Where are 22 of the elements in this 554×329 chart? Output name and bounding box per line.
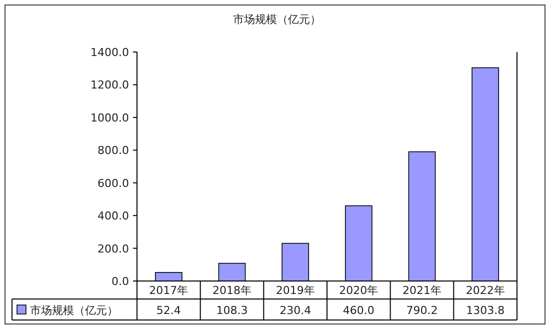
data-label: 108.3: [216, 304, 248, 317]
chart-title: 市场规模（亿元）: [233, 13, 321, 26]
y-tick-label: 1200.0: [90, 78, 129, 92]
legend-label: 市场规模（亿元）: [30, 304, 118, 317]
y-tick-label: 1000.0: [90, 111, 129, 124]
data-label: 230.4: [280, 304, 312, 317]
y-tick-label: 400.0: [98, 210, 129, 223]
y-tick-label: 1400.0: [90, 46, 129, 59]
data-label: 1303.8: [466, 304, 505, 317]
x-tick-label: 2020年: [339, 284, 378, 297]
y-tick-label: 600.0: [98, 176, 129, 190]
y-tick-label: 200.0: [98, 242, 129, 256]
x-tick-label: 2021年: [402, 284, 442, 297]
x-tick-label: 2022年: [466, 284, 505, 297]
x-tick-label: 2017年: [149, 284, 188, 297]
x-tick-label: 2018年: [212, 284, 252, 297]
data-label: 460.0: [342, 304, 374, 317]
x-tick-label: 2019年: [276, 284, 315, 297]
data-label: 790.2: [406, 304, 438, 317]
y-tick-label: 800.0: [98, 144, 129, 158]
data-label: 52.4: [156, 304, 181, 317]
y-tick-label: 0.0: [112, 275, 129, 288]
